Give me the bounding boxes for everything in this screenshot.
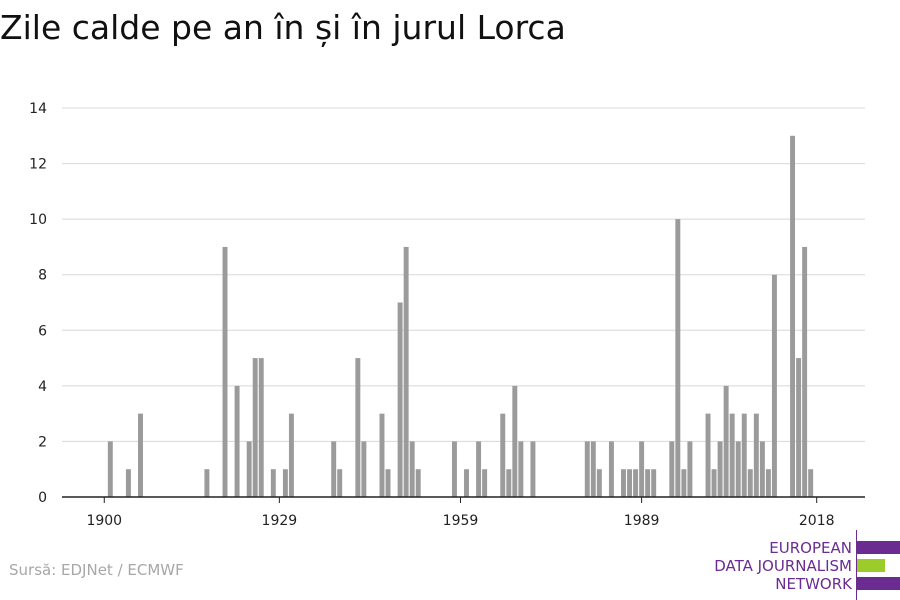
logo-bar-green — [857, 559, 885, 572]
bar-1994 — [669, 441, 675, 497]
bar-1947 — [385, 469, 391, 497]
logo-text-network: NETWORK — [775, 575, 852, 593]
bar-1987 — [627, 469, 633, 497]
bar-1926 — [258, 358, 264, 497]
bar-2000 — [705, 413, 711, 497]
bar-1962 — [476, 441, 482, 497]
bar-1922 — [234, 385, 240, 497]
bar-2009 — [759, 441, 765, 497]
bar-1988 — [633, 469, 639, 497]
x-tick-label-2018: 2018 — [799, 513, 835, 529]
source-credit: Sursă: EDJNet / ECMWF — [9, 561, 184, 579]
bars — [107, 135, 814, 498]
bar-1984 — [608, 441, 614, 497]
bar-1952 — [415, 469, 421, 497]
y-tick-label-10: 10 — [29, 212, 47, 228]
bar-1943 — [361, 441, 367, 497]
y-tick-label-0: 0 — [38, 490, 47, 506]
axes: 0 2 4 6 8 10 12 14 1900 1929 1959 1989 2018 — [29, 101, 865, 529]
x-tick-label-1989: 1989 — [624, 513, 660, 529]
bar-2015 — [796, 358, 802, 497]
logo-text-european: EUROPEAN — [769, 539, 852, 557]
bar-2001 — [711, 469, 717, 497]
bar-1924 — [246, 441, 252, 497]
bar-1963 — [482, 469, 488, 497]
logo-divider — [856, 530, 857, 600]
logo-text-data-journalism: DATA JOURNALISM — [714, 557, 852, 575]
bar-2002 — [717, 441, 723, 497]
bar-1986 — [621, 469, 626, 497]
bar-1969 — [518, 441, 524, 497]
edjnet-logo: EUROPEAN DATA JOURNALISM NETWORK — [712, 530, 900, 600]
bar-1981 — [590, 441, 596, 497]
logo-bar-purple-bottom — [857, 577, 900, 590]
bar-2014 — [790, 135, 796, 498]
bar-1939 — [337, 469, 343, 497]
bar-1982 — [596, 469, 602, 497]
y-tick-label-6: 6 — [38, 323, 47, 339]
y-tick-label-14: 14 — [29, 101, 47, 117]
y-tick-label-2: 2 — [38, 434, 47, 450]
bar-1904 — [125, 469, 131, 497]
y-tick-label-12: 12 — [29, 157, 47, 173]
bar-1931 — [288, 413, 294, 497]
bar-1990 — [645, 469, 651, 497]
bar-1996 — [681, 469, 687, 497]
bar-1920 — [222, 246, 228, 497]
bar-2005 — [735, 441, 741, 497]
bar-1967 — [506, 469, 512, 497]
bar-1958 — [451, 441, 457, 497]
bar-1997 — [687, 441, 693, 497]
bar-1989 — [639, 441, 645, 497]
bar-2016 — [802, 246, 808, 497]
bar-2017 — [808, 469, 814, 497]
bar-1991 — [651, 469, 657, 497]
bar-2004 — [729, 413, 735, 497]
bar-2003 — [723, 385, 729, 497]
y-tick-label-4: 4 — [38, 379, 47, 395]
bar-2006 — [741, 413, 747, 497]
bar-1942 — [355, 358, 361, 497]
bar-1971 — [530, 441, 536, 497]
gridlines — [62, 107, 865, 442]
bar-2010 — [765, 469, 771, 497]
bar-1949 — [397, 302, 403, 497]
logo-bar-purple-top — [857, 541, 900, 554]
bar-2008 — [753, 413, 759, 497]
bar-1980 — [584, 441, 590, 497]
bar-1966 — [500, 413, 506, 497]
bar-2011 — [771, 274, 777, 497]
bar-1968 — [512, 385, 518, 497]
bar-1928 — [270, 469, 276, 497]
bar-1951 — [409, 441, 415, 497]
chart-title: Zile calde pe an în și în jurul Lorca — [0, 8, 566, 47]
bar-1930 — [282, 469, 288, 497]
x-tick-label-1929: 1929 — [262, 513, 298, 529]
bar-1906 — [138, 413, 143, 497]
bar-1901 — [107, 441, 113, 497]
bar-1946 — [379, 413, 385, 497]
x-tick-label-1900: 1900 — [86, 513, 122, 529]
bar-1950 — [403, 246, 409, 497]
bar-1925 — [252, 358, 258, 497]
y-tick-label-8: 8 — [38, 268, 47, 284]
x-tick-label-1959: 1959 — [443, 513, 479, 529]
bar-1995 — [675, 219, 681, 497]
bar-2007 — [747, 469, 753, 497]
bar-1938 — [331, 441, 337, 497]
bar-1917 — [204, 469, 210, 497]
bar-1960 — [464, 469, 469, 497]
